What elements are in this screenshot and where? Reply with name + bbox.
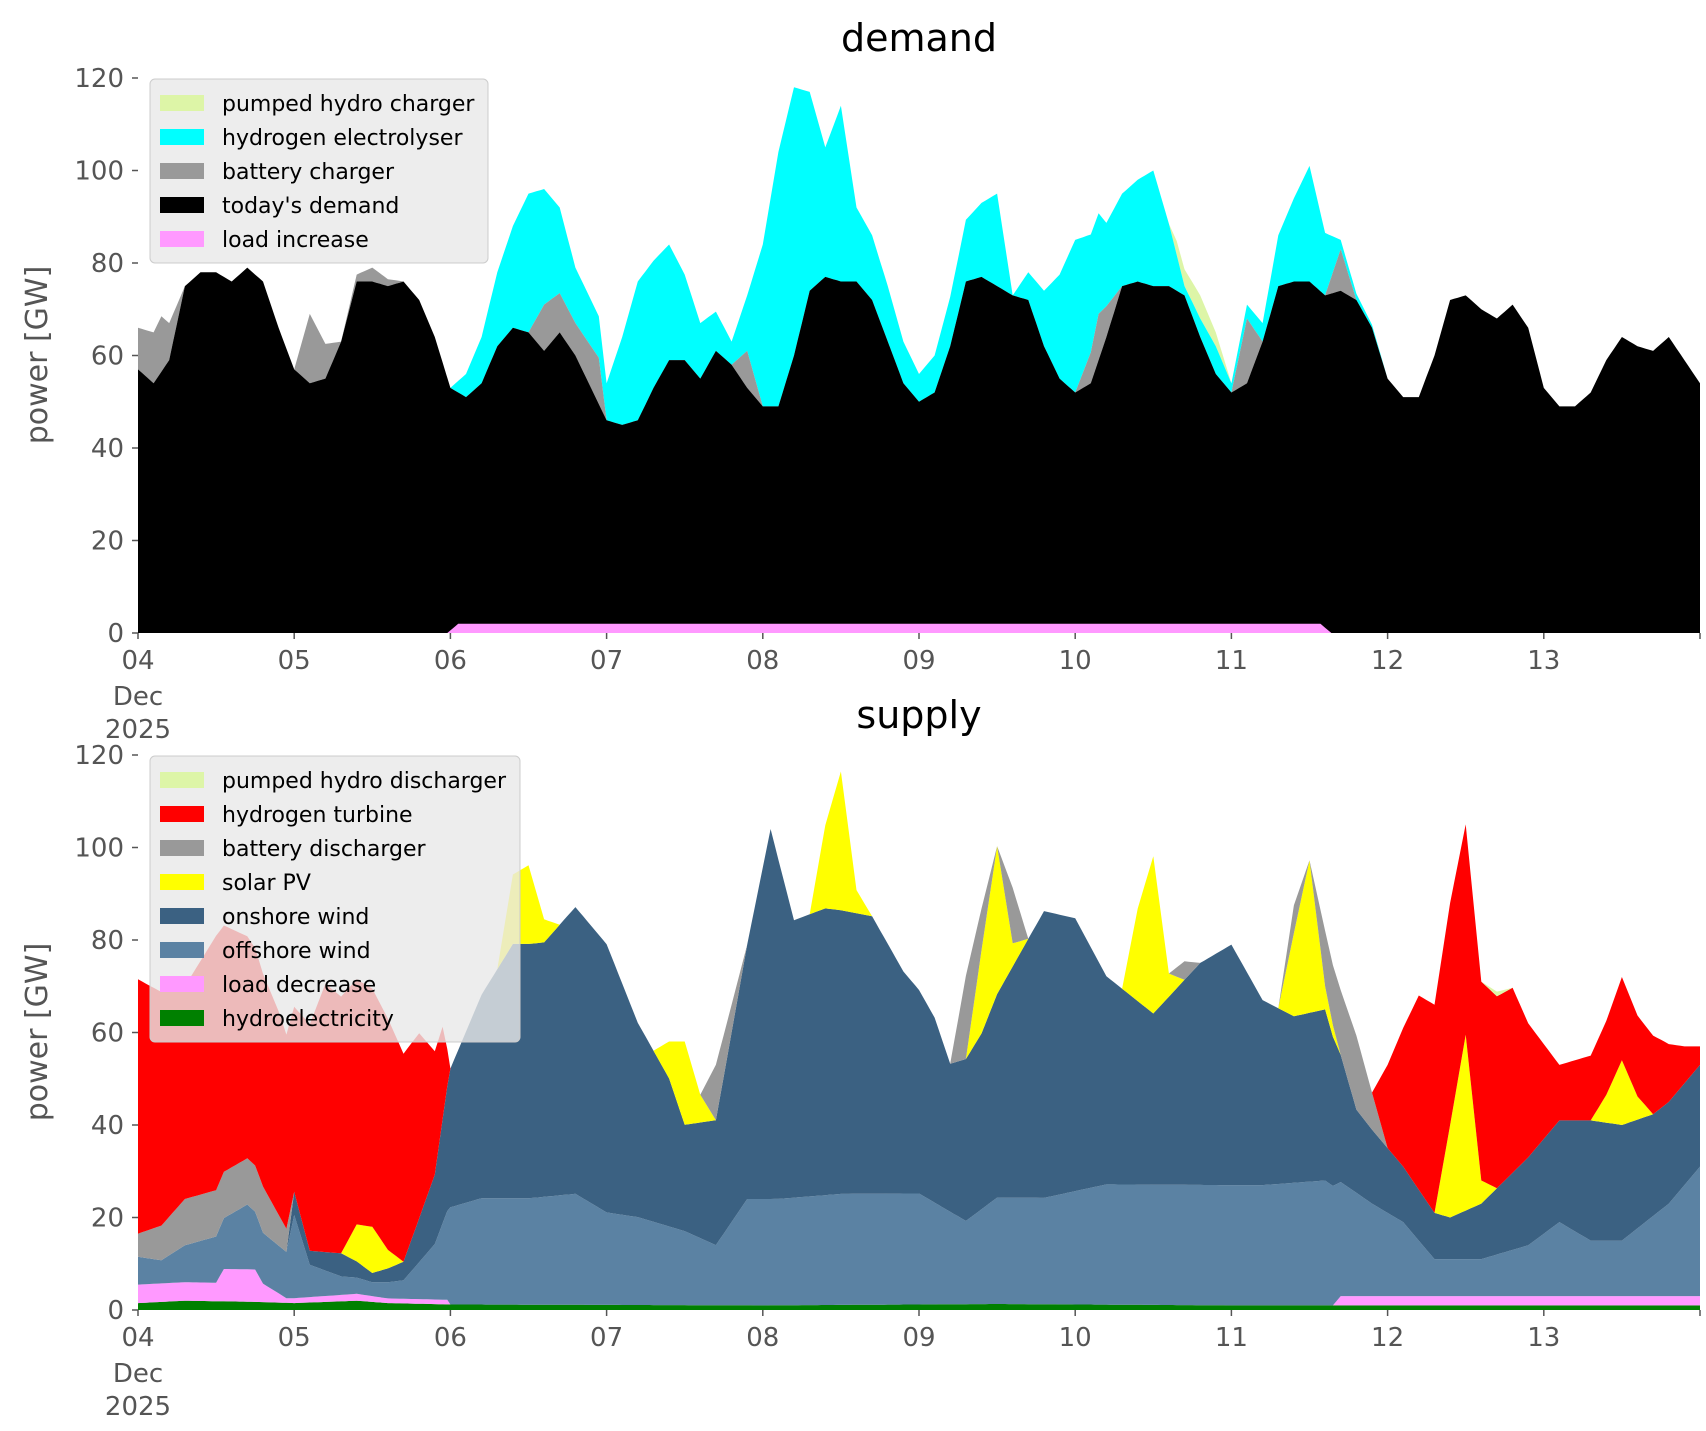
demand-legend-label: pumped hydro charger bbox=[222, 92, 475, 117]
supply-legend-label: onshore wind bbox=[222, 905, 369, 930]
demand-y-tick-label: 100 bbox=[74, 157, 124, 187]
supply-legend-swatch bbox=[160, 1010, 204, 1026]
supply-areas bbox=[138, 771, 1700, 1310]
demand-panel: 0 20 40 60 80 100 120 04 05 06 07 08 09 10 11 12 13 Dec20… bbox=[20, 16, 1701, 745]
supply-legend-swatch bbox=[160, 806, 204, 822]
supply-legend-label: pumped hydro discharger bbox=[222, 769, 507, 794]
demand-legend-label: today's demand bbox=[222, 194, 399, 219]
supply-y-tick-label: 80 bbox=[91, 926, 124, 956]
supply-area-onshore-wind bbox=[138, 829, 1700, 1283]
supply-legend-swatch bbox=[160, 908, 204, 924]
demand-legend-label: battery charger bbox=[222, 160, 395, 185]
supply-legend-swatch bbox=[160, 976, 204, 992]
demand-y-tick-label: 40 bbox=[91, 434, 124, 464]
supply-legend-swatch bbox=[160, 942, 204, 958]
demand-x-tick-label: 05 bbox=[278, 646, 311, 676]
demand-legend-label: hydrogen electrolyser bbox=[222, 126, 463, 151]
demand-x-tick-sublabel: Dec bbox=[113, 682, 163, 712]
demand-legend-swatch bbox=[160, 163, 204, 179]
supply-x-tick-label: 06 bbox=[434, 1323, 467, 1353]
supply-area-solar-pv bbox=[138, 771, 1700, 1273]
supply-y-tick-label: 0 bbox=[107, 1296, 124, 1326]
supply-y-tick-label: 40 bbox=[91, 1111, 124, 1141]
demand-x-tick-label: 11 bbox=[1215, 646, 1248, 676]
supply-y-tick-label: 60 bbox=[91, 1019, 124, 1049]
supply-y-tick-label: 120 bbox=[74, 741, 124, 771]
supply-y-tick-label: 20 bbox=[91, 1204, 124, 1234]
demand-x-tick-label: 09 bbox=[902, 646, 935, 676]
supply-area-hydroelectricity bbox=[138, 1300, 1700, 1310]
demand-axes: 0 20 40 60 80 100 120 04 05 06 07 08 09 10 11 12 13 Dec20… bbox=[74, 64, 1701, 745]
demand-y-tick-label: 60 bbox=[91, 342, 124, 372]
demand-x-tick-label: 08 bbox=[746, 646, 779, 676]
supply-title: supply bbox=[856, 693, 981, 737]
demand-x-tick-label: 04 bbox=[121, 646, 154, 676]
supply-legend-swatch bbox=[160, 840, 204, 856]
demand-areas bbox=[138, 87, 1700, 633]
supply-x-tick-label: 10 bbox=[1059, 1323, 1092, 1353]
demand-area-hydrogen-electrolyser bbox=[138, 87, 1700, 425]
demand-area-load-increase bbox=[138, 623, 1700, 633]
demand-legend-swatch bbox=[160, 95, 204, 111]
demand-area-today-s-demand bbox=[138, 267, 1700, 633]
supply-x-tick-label: 08 bbox=[746, 1323, 779, 1353]
demand-legend-swatch bbox=[160, 197, 204, 213]
demand-legend: pumped hydro charger hydrogen electrolyse… bbox=[149, 78, 489, 264]
demand-y-tick-label: 20 bbox=[91, 527, 124, 557]
demand-title: demand bbox=[841, 16, 997, 60]
supply-x-tick-label: 04 bbox=[121, 1323, 154, 1353]
supply-legend-label: offshore wind bbox=[222, 939, 371, 964]
demand-x-tick-label: 06 bbox=[434, 646, 467, 676]
demand-legend-label: load increase bbox=[222, 228, 369, 253]
demand-x-tick-sublabel: 2025 bbox=[105, 715, 171, 745]
supply-x-tick-label: 13 bbox=[1527, 1323, 1560, 1353]
demand-y-tick-label: 120 bbox=[74, 64, 124, 94]
supply-legend-label: solar PV bbox=[222, 871, 311, 896]
demand-y-tick-label: 0 bbox=[107, 619, 124, 649]
demand-x-tick-label: 12 bbox=[1371, 646, 1404, 676]
supply-legend-label: battery discharger bbox=[222, 837, 427, 862]
demand-x-tick-label: 07 bbox=[590, 646, 623, 676]
supply-y-tick-label: 100 bbox=[74, 834, 124, 864]
demand-x-tick-label: 13 bbox=[1527, 646, 1560, 676]
demand-x-tick-label: 10 bbox=[1059, 646, 1092, 676]
demand-y-axis-label: power [GW] bbox=[20, 266, 55, 445]
supply-x-tick-label: 11 bbox=[1215, 1323, 1248, 1353]
demand-legend-swatch bbox=[160, 129, 204, 145]
supply-legend-label: load decrease bbox=[222, 973, 376, 998]
supply-x-tick-sublabel: Dec bbox=[113, 1359, 163, 1389]
supply-x-tick-label: 05 bbox=[278, 1323, 311, 1353]
supply-legend-label: hydrogen turbine bbox=[222, 803, 413, 828]
supply-axes: 0 20 40 60 80 100 120 04 05 06 07 08 09 10 11 12 13 Dec20… bbox=[74, 741, 1701, 1422]
supply-legend-label: hydroelectricity bbox=[222, 1007, 394, 1032]
supply-x-tick-label: 12 bbox=[1371, 1323, 1404, 1353]
supply-y-axis-label: power [GW] bbox=[20, 943, 55, 1122]
supply-legend-swatch bbox=[160, 874, 204, 890]
supply-legend: pumped hydro discharger hydrogen turbine b… bbox=[149, 755, 521, 1043]
supply-legend-box bbox=[149, 755, 521, 1043]
demand-legend-swatch bbox=[160, 231, 204, 247]
supply-x-tick-sublabel: 2025 bbox=[105, 1392, 171, 1422]
supply-x-tick-label: 07 bbox=[590, 1323, 623, 1353]
supply-x-tick-label: 09 bbox=[902, 1323, 935, 1353]
supply-legend-swatch bbox=[160, 772, 204, 788]
supply-area-load-decrease bbox=[138, 1269, 1700, 1306]
demand-y-tick-label: 80 bbox=[91, 249, 124, 279]
demand-legend-box bbox=[149, 78, 489, 264]
supply-area-offshore-wind bbox=[138, 1166, 1700, 1306]
